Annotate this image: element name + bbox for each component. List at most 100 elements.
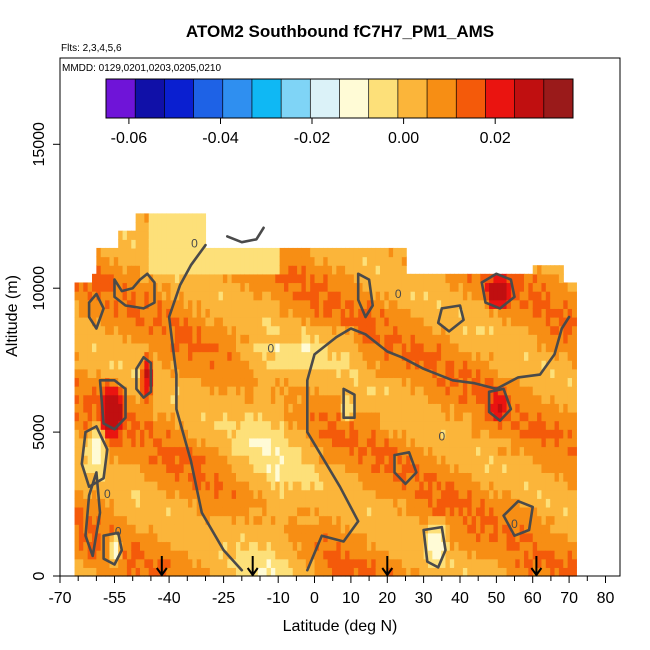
- heatmap-cell: [284, 524, 289, 534]
- heatmap-cell: [170, 273, 176, 284]
- heatmap-cell: [476, 506, 481, 517]
- heatmap-cell: [484, 342, 490, 353]
- heatmap-cell: [270, 506, 276, 517]
- heatmap-cell: [113, 567, 119, 577]
- heatmap-cell: [244, 351, 250, 361]
- heatmap-cell: [406, 411, 412, 422]
- heatmap-cell: [122, 550, 128, 560]
- heatmap-cell: [441, 334, 447, 344]
- heatmap-cell: [449, 489, 455, 499]
- heatmap-cell: [545, 532, 551, 543]
- heatmap-cell: [157, 403, 163, 413]
- heatmap-cell: [349, 291, 355, 301]
- heatmap-cell: [393, 334, 399, 344]
- heatmap-cell: [122, 342, 128, 353]
- heatmap-cell: [476, 472, 481, 482]
- heatmap-cell: [196, 455, 202, 465]
- heatmap-cell: [371, 317, 377, 327]
- heatmap-cell: [157, 247, 163, 258]
- heatmap-cell: [209, 481, 215, 491]
- heatmap-cell: [545, 515, 551, 525]
- heatmap-cell: [192, 506, 198, 517]
- heatmap-cell: [148, 256, 154, 266]
- heatmap-cell: [105, 299, 111, 309]
- heatmap-cell: [222, 342, 228, 353]
- heatmap-cell: [358, 481, 364, 491]
- heatmap-cell: [201, 351, 207, 361]
- heatmap-cell: [480, 532, 486, 543]
- heatmap-cell: [148, 213, 154, 223]
- heatmap-cell: [109, 524, 115, 534]
- heatmap-cell: [218, 360, 224, 370]
- heatmap-cell: [524, 420, 529, 430]
- heatmap-cell: [414, 351, 420, 361]
- heatmap-cell: [161, 256, 167, 266]
- heatmap-cell: [227, 481, 233, 491]
- heatmap-cell: [532, 455, 538, 465]
- heatmap-cell: [558, 446, 564, 456]
- heatmap-cell: [135, 351, 141, 361]
- heatmap-cell: [244, 429, 250, 439]
- heatmap-cell: [275, 472, 281, 482]
- heatmap-cell: [100, 325, 106, 335]
- heatmap-cell: [458, 403, 464, 413]
- heatmap-cell: [318, 334, 324, 344]
- heatmap-cell: [489, 291, 495, 301]
- heatmap-cell: [284, 256, 289, 266]
- heatmap-cell: [74, 394, 80, 404]
- heatmap-cell: [144, 394, 150, 404]
- heatmap-cell: [262, 498, 268, 508]
- contour-line: [84, 471, 102, 558]
- heatmap-cell: [353, 446, 359, 456]
- heatmap-cell: [161, 524, 167, 534]
- colorbar-swatch: [514, 79, 545, 118]
- heatmap-cell: [397, 273, 403, 284]
- heatmap-cell: [358, 256, 364, 266]
- heatmap-cell: [257, 411, 263, 422]
- heatmap-cell: [340, 455, 346, 465]
- heatmap-cell: [78, 351, 84, 361]
- heatmap-cell: [253, 524, 259, 534]
- heatmap-cell: [227, 472, 233, 482]
- heatmap-cell: [380, 429, 385, 439]
- heatmap-cell: [332, 386, 337, 396]
- heatmap-cell: [349, 558, 355, 568]
- heatmap-cell: [183, 558, 189, 568]
- heatmap-cell: [301, 481, 307, 491]
- heatmap-cell: [336, 446, 342, 456]
- heatmap-cell: [572, 317, 577, 327]
- heatmap-cell: [209, 489, 215, 499]
- heatmap-cell: [209, 394, 215, 404]
- heatmap-cell: [524, 515, 529, 525]
- heatmap-cell: [100, 265, 106, 275]
- heatmap-cell: [292, 437, 298, 448]
- heatmap-cell: [275, 489, 281, 499]
- heatmap-cell: [349, 532, 355, 543]
- heatmap-cell: [349, 498, 355, 508]
- heatmap-cell: [541, 437, 547, 448]
- heatmap-cell: [489, 429, 495, 439]
- heatmap-cell: [414, 334, 420, 344]
- heatmap-cell: [349, 360, 355, 370]
- y-axis-title: Altitude (m): [4, 275, 21, 357]
- heatmap-cell: [375, 524, 381, 534]
- heatmap-cell: [236, 325, 241, 335]
- heatmap-cell: [384, 273, 390, 284]
- heatmap-cell: [310, 463, 316, 473]
- heatmap-cell: [489, 567, 495, 577]
- heatmap-cell: [502, 325, 508, 335]
- heatmap-cell: [515, 437, 521, 448]
- heatmap-cell: [388, 550, 394, 560]
- heatmap-cell: [554, 541, 560, 551]
- heatmap-cell: [454, 420, 460, 430]
- heatmap-cell: [188, 222, 193, 232]
- heatmap-cell: [449, 308, 455, 318]
- heatmap-cell: [166, 541, 172, 551]
- heatmap-cell: [275, 506, 281, 517]
- heatmap-cell: [502, 291, 508, 301]
- heatmap-cell: [174, 472, 180, 482]
- heatmap-cell: [318, 360, 324, 370]
- heatmap-cell: [87, 394, 93, 404]
- heatmap-cell: [323, 377, 329, 387]
- heatmap-cell: [358, 541, 364, 551]
